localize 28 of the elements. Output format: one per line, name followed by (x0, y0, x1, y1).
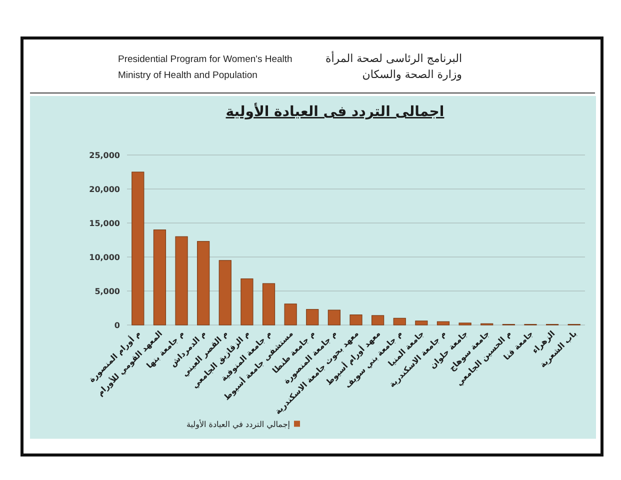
text: البرنامج الرئاسى لصحة المرأة (325, 51, 462, 65)
bar (306, 309, 319, 326)
text: وزارة الصحة والسكان (362, 68, 462, 81)
bar (132, 172, 144, 326)
y-tick-label: 10,000 (89, 253, 120, 262)
bar (240, 278, 254, 326)
text: Presidential Program for Women's Health (118, 54, 292, 65)
y-tick-label: 15,000 (89, 219, 120, 228)
bar (284, 304, 297, 326)
y-tick-label: 5,000 (94, 287, 120, 296)
bar (175, 236, 188, 326)
bar (153, 230, 166, 326)
chart-title: اجمالى التردد فى العيادة الأولية (226, 102, 444, 120)
y-tick-label: 20,000 (89, 185, 120, 194)
legend-label: إجمالي التردد في العيادة الأولية (186, 418, 290, 429)
text: Ministry of Health and Population (118, 70, 258, 81)
bar (328, 310, 340, 326)
bar (458, 322, 472, 326)
y-tick-label: 0 (114, 321, 120, 330)
bar (262, 283, 276, 326)
bar (415, 320, 428, 326)
bar (436, 321, 450, 326)
bar (393, 318, 406, 326)
bar (372, 315, 384, 326)
y-tick-label: 25,000 (89, 151, 120, 160)
bar (218, 260, 232, 326)
bar (197, 241, 210, 326)
bar (350, 314, 362, 326)
